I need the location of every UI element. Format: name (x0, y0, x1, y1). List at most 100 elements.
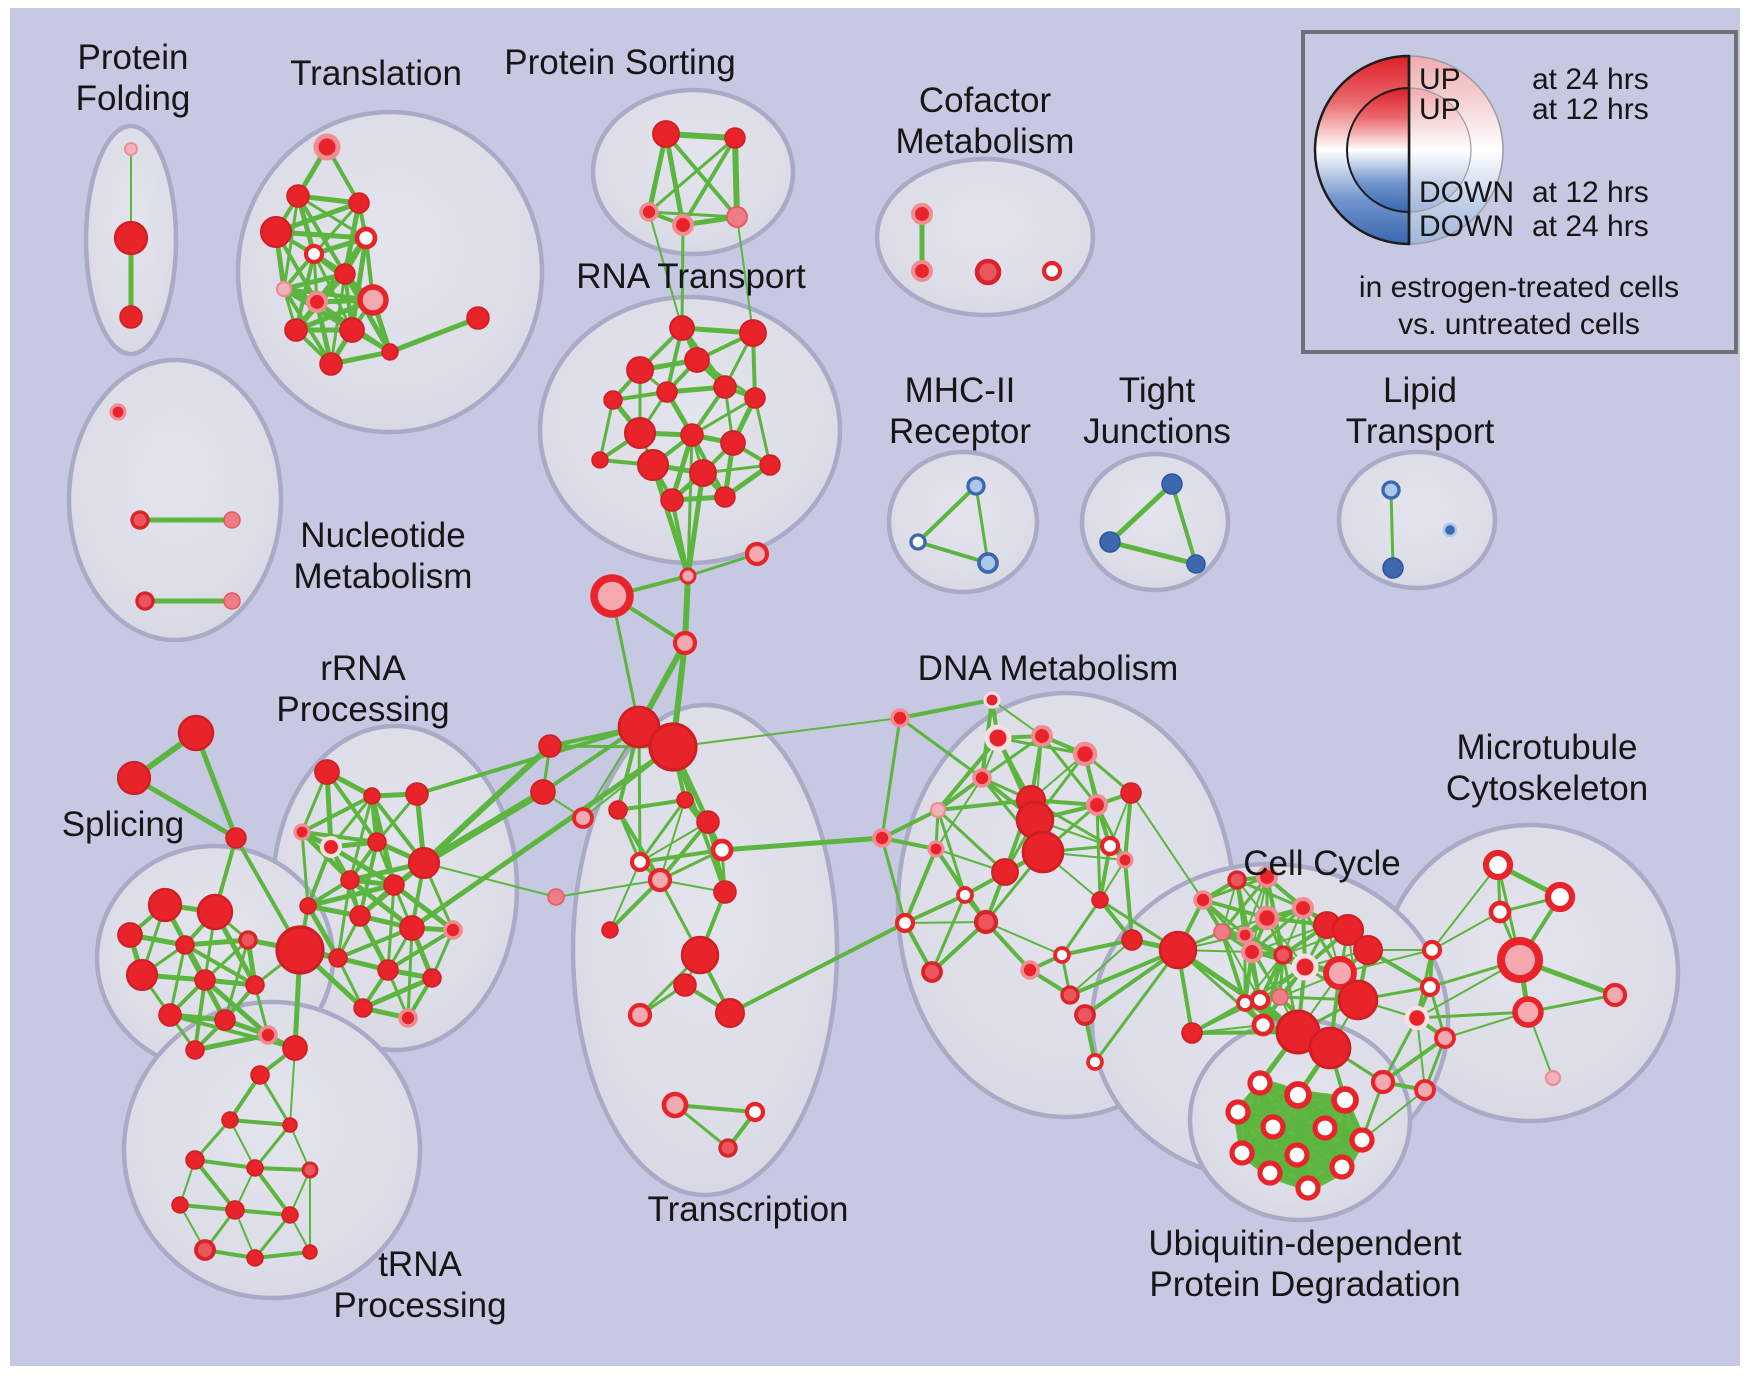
graph-node-dm (1060, 985, 1080, 1005)
graph-node-rt (680, 423, 704, 447)
graph-edge-tx (639, 821, 709, 863)
graph-node-sp (116, 760, 152, 796)
graph-node-li (1442, 522, 1458, 538)
graph-node-rr (377, 959, 399, 981)
graph-node-dm (1091, 891, 1109, 909)
graph-node-cc (1323, 956, 1357, 990)
graph-node-ub (1295, 1175, 1321, 1201)
graph-node-li (1382, 557, 1404, 579)
cluster-label-dm: DNA Metabolism (918, 649, 1179, 688)
graph-node-cc (1308, 1026, 1352, 1070)
graph-node-tr (313, 133, 341, 161)
graph-node-tx (629, 851, 651, 873)
graph-edge-dm (1123, 791, 1133, 862)
graph-edge-bridge (1068, 948, 1180, 997)
graph-node-dm (1072, 741, 1098, 767)
graph-node-cc (1337, 979, 1379, 1021)
graph-node-sn (538, 734, 562, 758)
graph-node-cc (1158, 930, 1198, 970)
graph-node-tr (303, 243, 325, 265)
graph-edge-dm (936, 808, 1007, 874)
graph-edge-dm (1069, 939, 1133, 996)
cluster-label-cf: Metabolism (896, 122, 1075, 161)
graph-edge-tn (229, 1119, 256, 1169)
graph-node-mh (909, 533, 927, 551)
graph-node-rt (713, 375, 737, 399)
cluster-label-ps: Protein Sorting (504, 43, 736, 82)
graph-edge-ps (732, 135, 740, 220)
graph-node-rt (623, 416, 657, 450)
graph-node-tn (282, 1117, 298, 1133)
graph-node-dm (991, 858, 1019, 886)
graph-node-tn (221, 1111, 239, 1129)
graph-node-ub (1229, 1140, 1255, 1166)
graph-edge-dm (898, 716, 984, 780)
graph-edge-dm (898, 698, 994, 720)
cluster-label-rt: RNA Transport (576, 257, 806, 296)
graph-node-rt (759, 454, 781, 476)
graph-edge-rr (300, 794, 374, 834)
cluster-ellipse-cf (874, 156, 1096, 318)
graph-edge-sp (193, 730, 239, 841)
graph-node-mc (1544, 881, 1576, 913)
graph-edge-tx (673, 1103, 757, 1114)
graph-node-cc (1421, 939, 1443, 961)
graph-node-sp (194, 969, 216, 991)
cluster-ellipse-tn (121, 999, 423, 1301)
graph-edge-rr (347, 877, 415, 931)
graph-node-tn (225, 1200, 245, 1220)
graph-node-sp (225, 827, 247, 849)
graph-edge-tn (228, 1118, 292, 1127)
legend-up-12-label: UP (1419, 93, 1461, 126)
graph-edge-tj (1107, 539, 1199, 567)
graph-node-tx (744, 1101, 766, 1123)
graph-node-cc (1074, 1004, 1096, 1026)
graph-node-rt (720, 430, 746, 456)
graph-node-tr (348, 192, 370, 214)
graph-node-ub (1284, 1142, 1310, 1168)
graph-edge-tx (638, 798, 687, 864)
graph-edge-ub (1268, 1138, 1364, 1175)
graph-node-dm (1120, 782, 1142, 804)
graph-edge-tn (193, 1158, 257, 1170)
graph-node-dm (890, 708, 910, 728)
legend-glyph-icon (1313, 54, 1504, 246)
graph-edge-sp (193, 978, 207, 1052)
graph-edge-bridge (670, 498, 690, 578)
graph-node-cc (1331, 913, 1365, 947)
graph-edge-rr (300, 830, 379, 844)
graph-edge-bridge (728, 921, 907, 1015)
graph-node-sp (117, 922, 143, 948)
graph-node-cc (1251, 1013, 1275, 1037)
graph-edge-tr (312, 252, 354, 332)
graph-edge-tr (312, 201, 361, 256)
cluster-label-tn: tRNA (378, 1245, 462, 1284)
graph-node-cc (1254, 905, 1280, 931)
cluster-label-ub: Ubiquitin-dependent (1148, 1224, 1462, 1263)
graph-node-tx (661, 1091, 689, 1119)
cluster-label-nu: Nucleotide (300, 516, 465, 555)
graph-node-tx (713, 880, 737, 904)
graph-node-tj (1161, 473, 1183, 495)
graph-edge-tx (659, 799, 686, 881)
graph-edge-ub (1240, 1126, 1327, 1155)
cluster-label-tn: Processing (333, 1286, 506, 1325)
graph-node-cc (1291, 953, 1319, 981)
graph-edge-dm (880, 808, 940, 840)
graph-node-nu (109, 403, 127, 421)
graph-node-rr (293, 823, 311, 841)
graph-node-cc (1249, 989, 1271, 1011)
graph-edge-tn (193, 1158, 237, 1212)
graph-edge-dm (880, 716, 902, 840)
graph-node-tn (282, 1035, 308, 1061)
graph-node-cc (1404, 1005, 1430, 1031)
graph-node-mc (1544, 1069, 1562, 1087)
graph-node-sp (177, 714, 215, 752)
graph-node-rr (399, 915, 425, 941)
graph-edge-tr (349, 235, 369, 333)
cluster-ellipse-tr (235, 109, 545, 435)
graph-node-rr (407, 846, 441, 880)
legend-up-12-time: at 12 hrs (1532, 93, 1649, 126)
graph-node-cc (1414, 1079, 1436, 1101)
